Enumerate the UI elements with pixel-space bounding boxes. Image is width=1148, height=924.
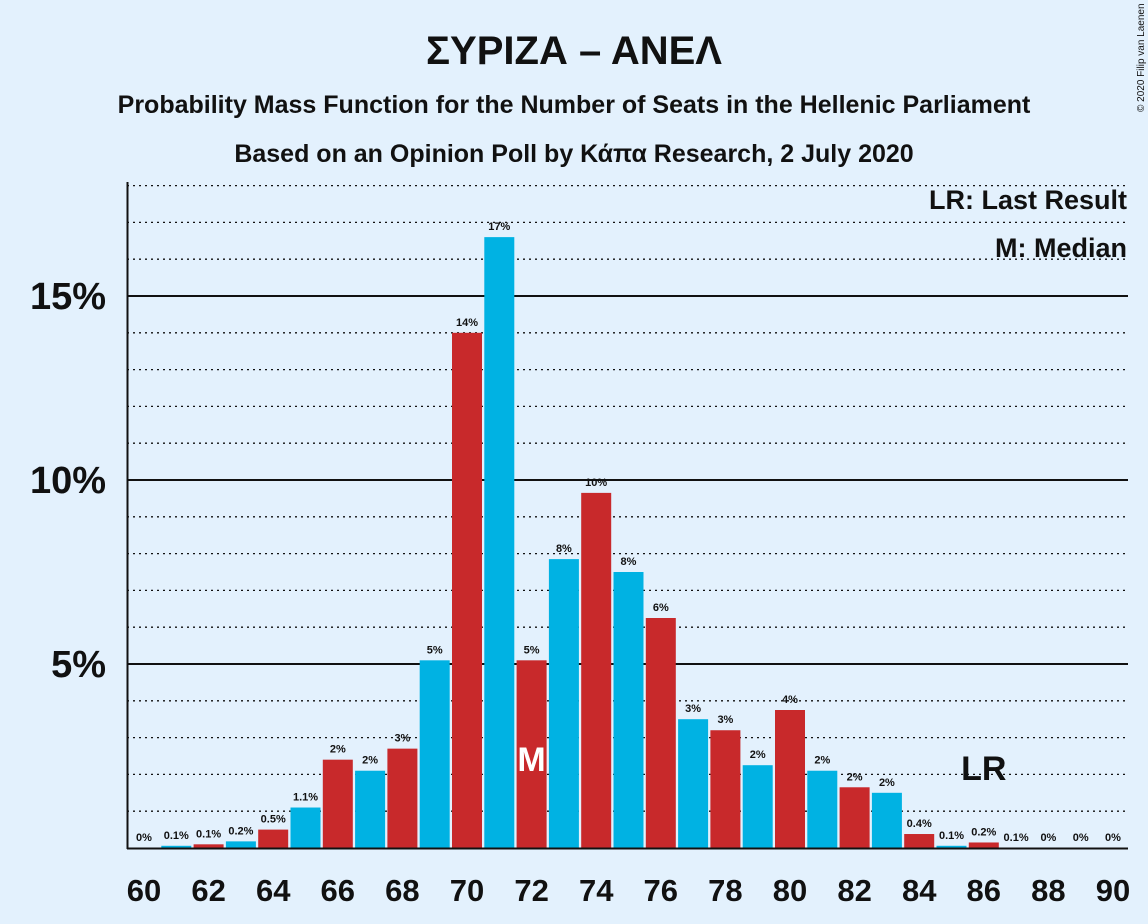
last-result-marker: LR <box>961 750 1006 788</box>
data-label-89: 0% <box>1073 832 1089 844</box>
legend-median: M: Median <box>995 233 1127 263</box>
x-tick-label: 64 <box>256 873 291 908</box>
x-tick-label: 86 <box>967 873 1001 908</box>
data-label-65: 1.1% <box>293 792 318 804</box>
y-tick-label: 5% <box>51 644 106 686</box>
bar-72 <box>516 660 547 848</box>
bar-77 <box>678 719 709 848</box>
data-label-62: 0.1% <box>196 828 221 840</box>
y-tick-label: 15% <box>30 276 106 318</box>
chart-subtitle-1: Probability Mass Function for the Number… <box>118 91 1031 119</box>
x-tick-label: 74 <box>579 873 614 908</box>
data-label-64: 0.5% <box>261 814 286 826</box>
bar-83 <box>871 792 902 848</box>
x-tick-label: 90 <box>1096 873 1130 908</box>
data-label-87: 0.1% <box>1004 832 1029 844</box>
data-label-82: 2% <box>847 771 863 783</box>
bars <box>161 237 999 848</box>
data-label-78: 3% <box>717 714 733 726</box>
data-label-72: 5% <box>524 644 540 656</box>
data-label-75: 8% <box>621 556 637 568</box>
data-label-67: 2% <box>362 755 378 767</box>
data-label-77: 3% <box>685 703 701 715</box>
bar-67 <box>355 770 386 848</box>
x-tick-label: 78 <box>708 873 742 908</box>
data-label-76: 6% <box>653 602 669 614</box>
data-label-80: 4% <box>782 694 798 706</box>
x-tick-label: 88 <box>1031 873 1065 908</box>
bar-80 <box>775 710 805 848</box>
bar-71 <box>484 237 515 848</box>
data-label-90: 0% <box>1105 832 1121 844</box>
x-tick-label: 84 <box>902 873 937 908</box>
data-label-83: 2% <box>879 777 895 789</box>
bar-75 <box>613 572 644 848</box>
data-labels: 0% 0.1% 0.1% 0.2% 0.5% 1.1% 2% 2% 3% 5% 14% 17% 5% M 8… <box>136 221 1121 844</box>
bar-85 <box>936 845 967 848</box>
data-label-85: 0.1% <box>939 830 964 842</box>
bar-69 <box>419 660 450 848</box>
legend-last-result: LR: Last Result <box>929 185 1127 215</box>
chart-subtitle-2: Based on an Opinion Poll by Κάπα Researc… <box>234 140 913 168</box>
data-label-69: 5% <box>427 644 443 656</box>
bar-64 <box>258 829 289 848</box>
grid-lines <box>127 184 1128 812</box>
copyright-notice: © 2020 Filip van Laenen <box>1136 3 1147 112</box>
bar-63 <box>225 841 256 848</box>
bar-66 <box>322 759 353 848</box>
x-tick-label: 68 <box>385 873 419 908</box>
data-label-68: 3% <box>394 733 410 745</box>
data-label-74: 10% <box>585 477 607 489</box>
x-tick-label: 70 <box>450 873 484 908</box>
bar-62 <box>193 844 224 848</box>
data-label-71: 17% <box>488 221 510 233</box>
data-label-66: 2% <box>330 744 346 756</box>
bar-82 <box>839 787 870 848</box>
data-label-86: 0.2% <box>971 826 996 838</box>
x-tick-label: 60 <box>127 873 161 908</box>
data-label-73: 8% <box>556 543 572 555</box>
bar-70 <box>452 332 482 848</box>
bar-61 <box>161 845 192 848</box>
data-label-84: 0.4% <box>907 818 932 830</box>
y-axis-ticks: 5% 10% 15% <box>30 276 106 686</box>
data-label-88: 0% <box>1040 832 1056 844</box>
bar-81 <box>807 770 838 848</box>
bar-73 <box>548 559 579 848</box>
x-tick-label: 80 <box>773 873 807 908</box>
x-tick-label: 76 <box>644 873 678 908</box>
bar-74 <box>581 492 612 848</box>
data-label-81: 2% <box>814 755 830 767</box>
data-label-60: 0% <box>136 832 152 844</box>
x-tick-label: 66 <box>321 873 355 908</box>
bar-68 <box>387 748 418 848</box>
data-label-61: 0.1% <box>164 830 189 842</box>
chart-title: ΣΥΡΙΖΑ – ΑΝΕΛ <box>426 29 722 73</box>
bar-65 <box>290 807 321 848</box>
x-tick-label: 82 <box>837 873 871 908</box>
bar-84 <box>904 834 935 848</box>
y-tick-label: 10% <box>30 460 106 502</box>
bar-86 <box>968 842 999 848</box>
x-axis-ticks: 60 62 64 66 68 70 72 74 76 78 80 82 84 86 88 90 <box>127 873 1130 908</box>
median-marker: M <box>517 741 545 779</box>
bar-76 <box>645 618 676 848</box>
data-label-70: 14% <box>456 317 478 329</box>
x-tick-label: 62 <box>191 873 225 908</box>
data-label-63: 0.2% <box>228 825 253 837</box>
x-tick-label: 72 <box>514 873 548 908</box>
bar-78 <box>710 730 741 848</box>
bar-79 <box>742 765 773 848</box>
data-label-79: 2% <box>750 749 766 761</box>
